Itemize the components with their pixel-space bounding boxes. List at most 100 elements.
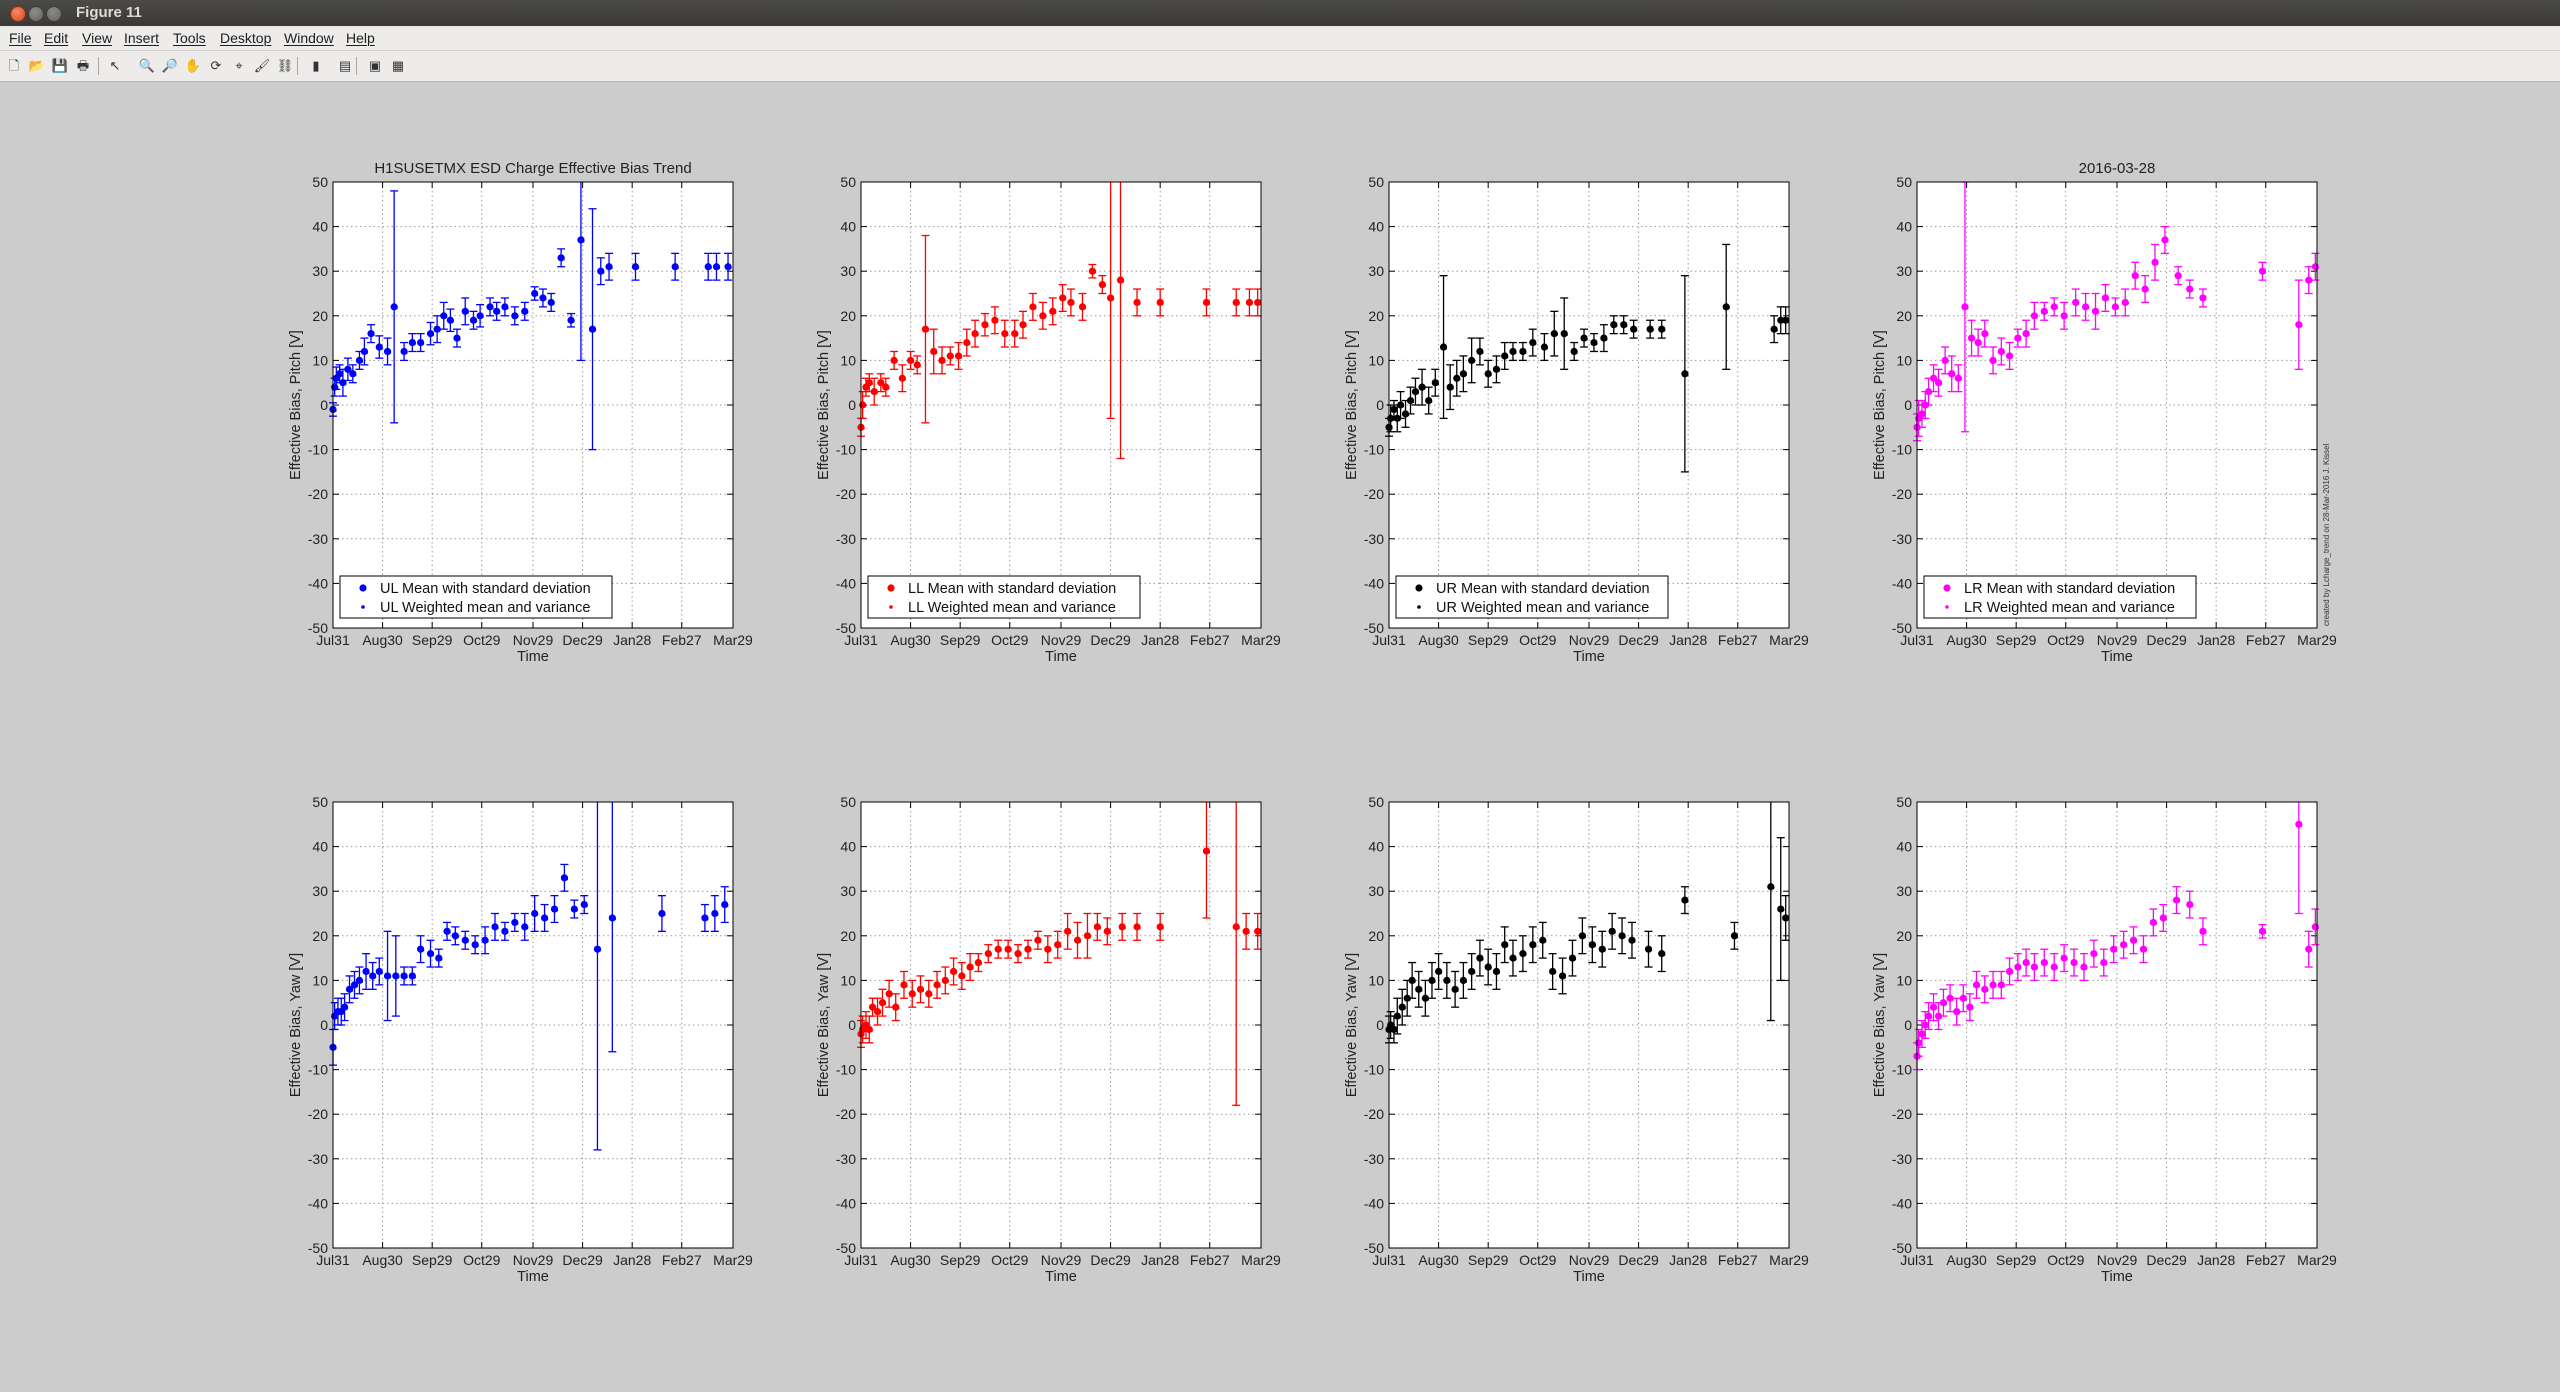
menu-desktop[interactable]: Desktop [220, 30, 272, 46]
menu-help[interactable]: Help [346, 30, 375, 46]
weighted-point [2105, 297, 2110, 301]
menu-edit[interactable]: Edit [44, 30, 69, 46]
weighted-point [2155, 261, 2159, 265]
x-tick-label: Dec29 [1090, 1252, 1131, 1268]
brush-icon[interactable]: 🖌 [253, 58, 271, 73]
y-tick-label: -30 [308, 1151, 328, 1167]
weighted-point [439, 957, 443, 961]
weighted-point [430, 333, 435, 337]
weighted-point [662, 912, 666, 917]
y-tick-label: 0 [1904, 397, 1912, 413]
weighted-point [2094, 953, 2098, 957]
x-tick-label: Nov29 [513, 1252, 554, 1268]
zoom-out-icon[interactable]: 🔎 [161, 58, 179, 73]
weighted-point [1402, 1006, 1406, 1010]
weighted-point [912, 993, 916, 997]
weighted-point [561, 257, 565, 261]
y-tick-label: -50 [1892, 1240, 1912, 1256]
x-tick-label: Aug30 [1418, 1252, 1459, 1268]
weighted-point [950, 355, 954, 359]
figure-plots: -50 -40 -30 -20 -10 0 10 20 30 40 50 Jul31 Aug30 Sep2… [288, 160, 2337, 1285]
weighted-point [387, 350, 392, 355]
weighted-point [1429, 399, 1433, 404]
menu-insert[interactable]: Insert [124, 30, 160, 46]
menu-file[interactable]: File [9, 30, 32, 46]
weighted-point [635, 266, 640, 270]
pan-icon[interactable]: ✋ [184, 58, 202, 73]
chart-title: H1SUSETMX ESD Charge Effective Bias Tren… [374, 160, 691, 177]
insert-legend-icon[interactable]: ▤ [338, 58, 352, 73]
close-window-icon[interactable] [10, 6, 26, 22]
y-tick-label: 20 [312, 928, 328, 944]
hide-plot-tools-icon[interactable]: ▣ [368, 58, 382, 73]
legend-entry: UR Mean with standard deviation [1436, 581, 1650, 597]
y-axis-label: Effective Bias, Pitch [V] [816, 330, 832, 480]
weighted-point [2262, 270, 2267, 274]
minimize-window-icon[interactable] [28, 6, 44, 22]
x-tick-label: Sep29 [1996, 1252, 2037, 1268]
weighted-point [1432, 979, 1436, 984]
weighted-point [490, 306, 494, 310]
weighted-point [896, 1006, 900, 1010]
weighted-point [387, 975, 392, 979]
legend[interactable]: LL Mean with standard deviation LL Weight… [867, 575, 1141, 619]
weighted-point [1033, 306, 1037, 310]
print-icon[interactable]: 🖶 [76, 58, 90, 73]
y-axis-label: Effective Bias, Pitch [V] [288, 330, 304, 480]
weighted-point [1976, 984, 1981, 988]
weighted-point [2299, 823, 2303, 827]
legend[interactable]: UR Mean with standard deviation UR Weight… [1395, 575, 1669, 619]
weighted-point [353, 373, 357, 377]
insert-colorbar-icon[interactable]: ▮ [312, 58, 320, 73]
weighted-point [872, 1006, 877, 1010]
legend[interactable]: LR Mean with standard deviation LR Weight… [1923, 575, 2197, 619]
y-axis-label: Effective Bias, Pitch [V] [1344, 330, 1360, 480]
weighted-point [1015, 333, 1019, 337]
show-plot-tools-icon[interactable]: ▦ [391, 58, 405, 73]
new-figure-icon[interactable]: 🗋 [8, 58, 20, 73]
axes-frame [1388, 181, 1790, 629]
zoom-in-icon[interactable]: 🔍 [138, 58, 156, 73]
weighted-point [2145, 288, 2149, 292]
weighted-point [1397, 417, 1401, 421]
weighted-point [505, 930, 509, 934]
menu-window[interactable]: Window [284, 30, 334, 46]
weighted-point [421, 948, 425, 952]
rotate-icon[interactable]: ⟳ [210, 58, 222, 73]
weighted-point [861, 426, 865, 430]
save-icon[interactable]: 💾 [51, 58, 69, 73]
weighted-point [2054, 966, 2058, 970]
weighted-point [554, 908, 559, 912]
legend[interactable]: UL Mean with standard deviation UL Weight… [339, 575, 613, 619]
x-tick-label: Dec29 [1618, 632, 1659, 648]
menu-tools[interactable]: Tools [173, 30, 206, 46]
y-tick-label: -10 [1892, 1062, 1912, 1078]
weighted-point [1425, 997, 1429, 1001]
menu-view[interactable]: View [82, 30, 113, 46]
maximize-window-icon[interactable] [46, 6, 62, 22]
weighted-point [881, 382, 885, 386]
weighted-point [1662, 328, 1666, 332]
weighted-point [430, 953, 435, 957]
weighted-point [1970, 1006, 1974, 1010]
weighted-point [1443, 346, 1448, 350]
weighted-point [945, 979, 949, 984]
y-tick-label: -20 [1364, 1106, 1384, 1122]
weighted-point [1922, 1033, 1926, 1037]
weighted-point [2001, 350, 2005, 355]
link-plot-icon[interactable]: ⛓ [276, 58, 294, 73]
data-cursor-icon[interactable]: ⌖ [235, 58, 243, 73]
weighted-point [1564, 333, 1568, 337]
weighted-point [1523, 953, 1527, 957]
series-mean [329, 802, 729, 1151]
edit-plot-icon[interactable]: ↖ [109, 58, 121, 73]
x-tick-label: Mar29 [713, 1252, 753, 1268]
y-tick-label: 50 [840, 794, 856, 810]
y-tick-label: 20 [312, 308, 328, 324]
y-tick-label: -50 [836, 1240, 856, 1256]
x-tick-label: Jan28 [613, 632, 651, 648]
weighted-point [2178, 275, 2182, 279]
weighted-point [465, 310, 469, 314]
x-tick-label: Sep29 [412, 632, 453, 648]
open-file-icon[interactable]: 📂 [28, 58, 46, 73]
